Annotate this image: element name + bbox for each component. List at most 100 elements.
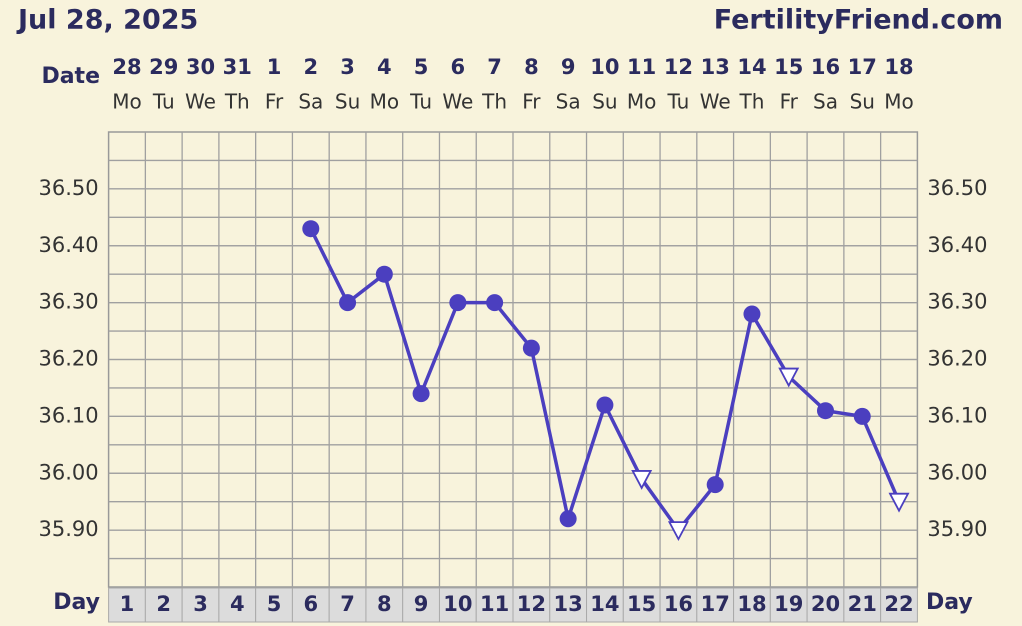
x-tick-label: 2	[156, 592, 171, 616]
day-cell	[218, 587, 257, 623]
date-label: 7	[487, 55, 502, 79]
weekday-label: Mo	[884, 90, 914, 114]
day-cell	[622, 587, 661, 623]
day-cell	[733, 587, 771, 623]
day-cell	[659, 587, 698, 623]
day-cell	[328, 587, 367, 623]
y-tick-label-right: 36.50	[927, 176, 987, 200]
y-tick-label-right: 36.40	[927, 233, 987, 257]
date-label: 30	[186, 55, 215, 79]
day-cell	[549, 587, 588, 623]
x-tick-label: 20	[811, 592, 840, 616]
weekday-label: Th	[739, 90, 765, 114]
y-tick-label-right: 36.00	[927, 460, 987, 484]
y-tick-label: 35.90	[38, 517, 98, 541]
weekday-label: We	[700, 90, 731, 114]
temp-marker-open	[667, 521, 689, 542]
date-label: 15	[774, 55, 803, 79]
date-label: 18	[884, 55, 913, 79]
weekday-label: Fr	[265, 90, 284, 114]
temp-marker	[486, 294, 504, 312]
date-label: 28	[112, 55, 141, 79]
x-tick-label: 16	[664, 592, 693, 616]
chart-title: Jul 28, 2025	[16, 5, 198, 36]
temp-marker	[706, 476, 724, 494]
weekday-label: Mo	[370, 90, 400, 114]
weekday-label: Fr	[522, 90, 541, 114]
weekday-label: Su	[335, 90, 360, 114]
weekday-label: Sa	[298, 90, 323, 114]
x-tick-label: 17	[701, 592, 730, 616]
y-tick-label: 36.20	[38, 347, 98, 371]
temp-marker	[743, 305, 761, 323]
date-label: 12	[664, 55, 693, 79]
day-cell	[880, 587, 918, 623]
date-label: 16	[811, 55, 840, 79]
x-tick-label: 6	[303, 592, 318, 616]
date-label: 6	[451, 55, 466, 79]
day-cell	[512, 587, 551, 623]
y-tick-label: 36.00	[38, 460, 98, 484]
day-cell	[291, 587, 330, 623]
brand[interactable]: FertilityFriend.com	[714, 5, 1003, 36]
day-cell	[181, 587, 220, 623]
date-label: 5	[414, 55, 429, 79]
weekday-label: Sa	[813, 90, 838, 114]
y-tick-label: 36.10	[38, 403, 98, 427]
y-tick-label-right: 36.10	[927, 403, 987, 427]
y-tick-label: 36.40	[38, 233, 98, 257]
y-tick-label-right: 36.30	[927, 290, 987, 314]
weekday-label: Th	[224, 90, 250, 114]
date-label: 3	[340, 55, 355, 79]
temp-marker	[559, 510, 577, 528]
temp-marker	[596, 396, 614, 414]
day-cell	[402, 587, 440, 623]
weekday-label: Tu	[667, 90, 690, 114]
day-cell	[475, 587, 514, 623]
weekday-label: Mo	[112, 90, 142, 114]
date-label: 17	[848, 55, 877, 79]
day-label: Day	[53, 590, 100, 615]
weekday-label: We	[442, 90, 473, 114]
date-label: 13	[701, 55, 730, 79]
x-tick-label: 4	[230, 592, 245, 616]
y-tick-label-right: 36.20	[927, 347, 987, 371]
day-cell	[586, 587, 624, 623]
date-label: Date	[41, 64, 100, 89]
x-tick-label: 5	[267, 592, 282, 616]
day-cell	[769, 587, 808, 623]
temp-marker	[412, 385, 430, 403]
x-tick-label: 13	[554, 592, 583, 616]
weekday-label: Tu	[409, 90, 432, 114]
date-label: 29	[149, 55, 178, 79]
x-tick-label: 8	[377, 592, 392, 616]
x-tick-label: 15	[627, 592, 656, 616]
weekday-label: Tu	[152, 90, 175, 114]
day-label-right: Day	[926, 590, 973, 615]
date-label: 10	[590, 55, 619, 79]
temp-marker	[816, 402, 834, 420]
date-label: 8	[524, 55, 539, 79]
x-tick-label: 10	[443, 592, 472, 616]
weekday-label: Th	[481, 90, 507, 114]
date-label: 4	[377, 55, 392, 79]
date-label: 2	[303, 55, 318, 79]
x-tick-label: 3	[193, 592, 208, 616]
date-label: 11	[627, 55, 656, 79]
day-cell	[806, 587, 845, 623]
weekday-label: Su	[850, 90, 875, 114]
weekday-label: We	[185, 90, 216, 114]
temp-marker	[449, 294, 467, 312]
y-tick-label-right: 35.90	[927, 517, 987, 541]
weekday-label: Fr	[780, 90, 799, 114]
x-tick-label: 14	[590, 592, 619, 616]
y-tick-label: 36.30	[38, 290, 98, 314]
temp-marker-open	[631, 470, 653, 490]
temp-marker	[339, 294, 357, 312]
x-tick-label: 11	[480, 592, 509, 616]
date-label: 9	[561, 55, 576, 79]
x-tick-label: 22	[884, 592, 913, 616]
day-cell	[438, 587, 477, 623]
weekday-label: Sa	[556, 90, 581, 114]
